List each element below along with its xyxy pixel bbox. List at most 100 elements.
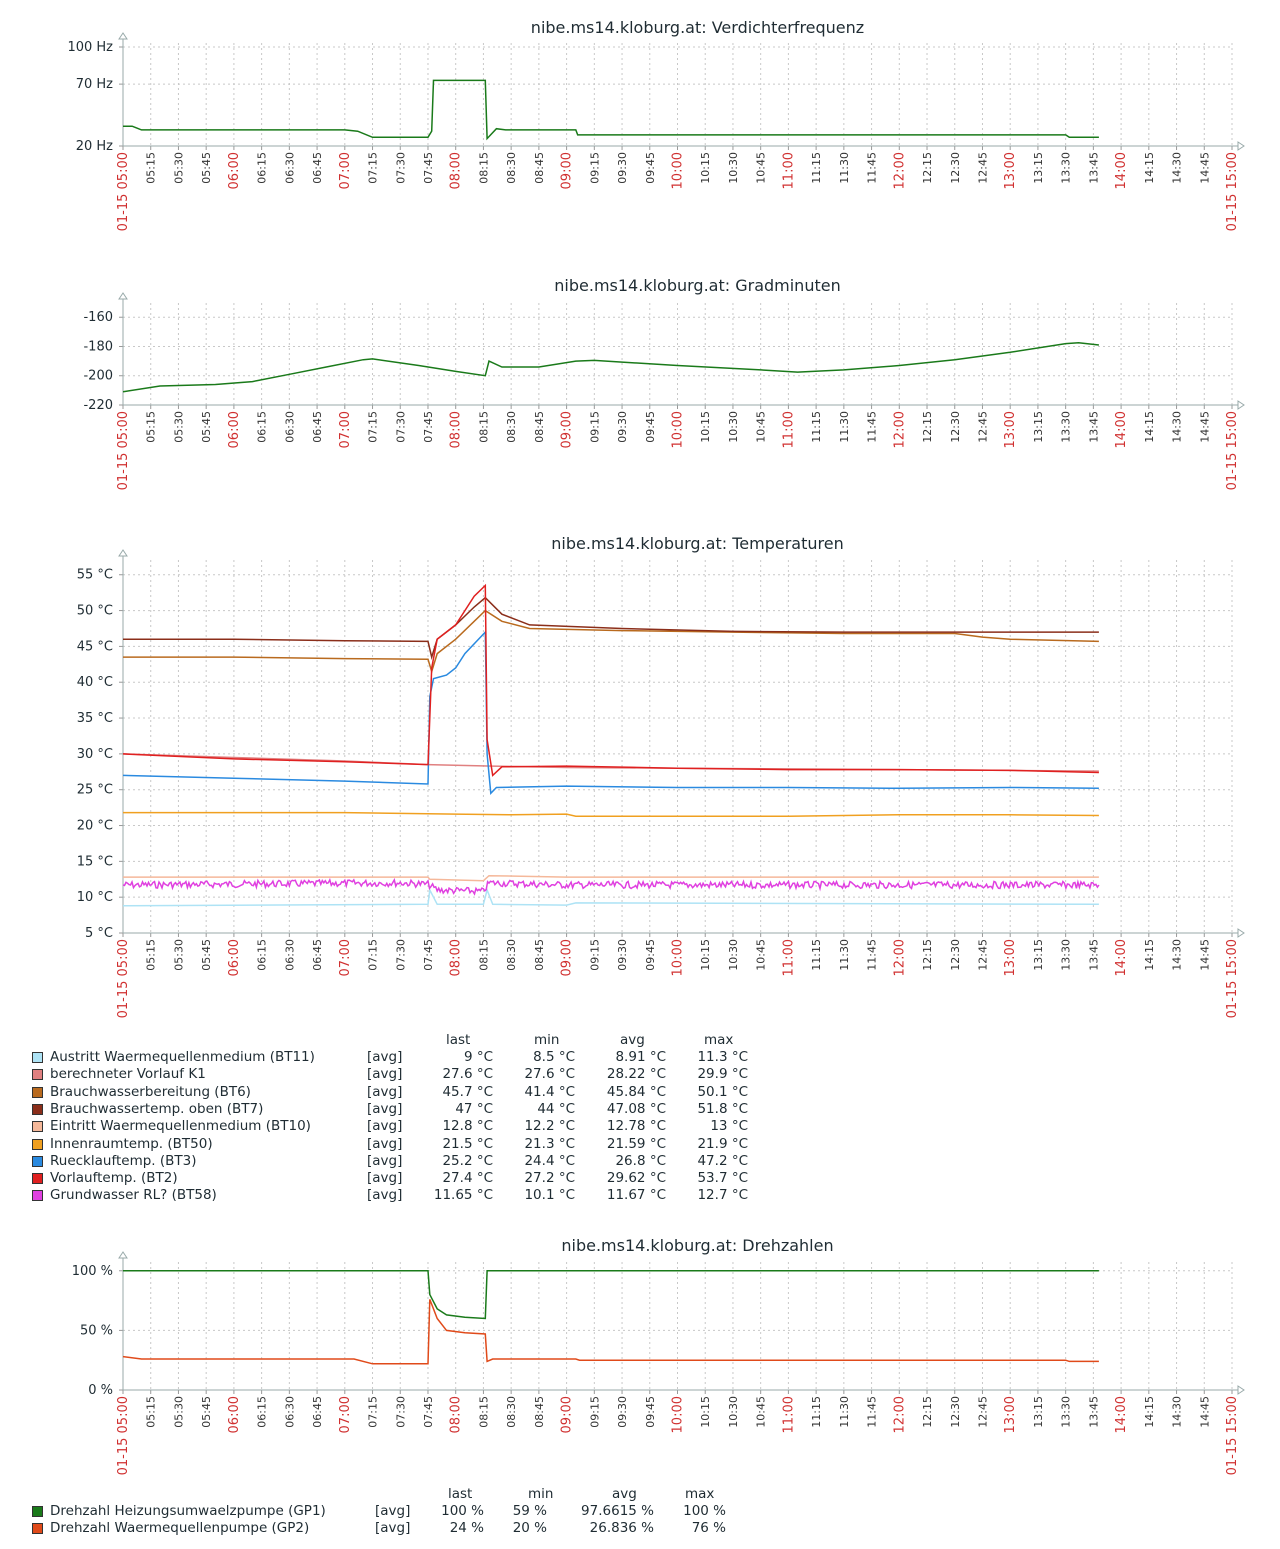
- x-tick-label: 08:15: [477, 939, 490, 971]
- legend-value-avg: 26.836 %: [589, 1520, 654, 1537]
- legend-value-avg: 29.62 °C: [606, 1170, 666, 1187]
- x-tick-label: 12:00: [892, 411, 907, 448]
- legend-value-last: 25.2 °C: [442, 1152, 493, 1169]
- legend-header-max: max: [704, 1032, 734, 1048]
- legend-value-last: 11.65 °C: [433, 1187, 493, 1204]
- legend-series-name: Brauchwassertemp. oben (BT7): [50, 1100, 264, 1117]
- x-tick-label: 11:45: [866, 939, 879, 971]
- x-tick-label: 10:00: [671, 152, 686, 189]
- series-line-5: [123, 874, 1099, 882]
- legend-swatch: [32, 1523, 43, 1535]
- legend-series-name: Austritt Waermequellenmedium (BT11): [50, 1049, 315, 1065]
- x-tick-label: 14:15: [1143, 411, 1156, 443]
- legend-value-max: 51.8 °C: [697, 1100, 748, 1117]
- x-tick-label: 13:00: [1003, 1396, 1018, 1433]
- x-tick-label: 14:00: [1114, 1396, 1129, 1433]
- legend-value-max: 76 %: [691, 1520, 726, 1537]
- legend-value-min: 20 %: [512, 1520, 547, 1537]
- y-tick-label: 45 °C: [77, 639, 113, 654]
- x-tick-label: 09:30: [616, 939, 629, 971]
- chart-3: nibe.ms14.kloburg.at: Temperaturen 01-15 …: [77, 534, 1245, 1018]
- x-tick-label: 12:45: [976, 1396, 989, 1428]
- legend-row: Drehzahl Heizungsumwaelzpumpe (GP1) [avg]…: [32, 1503, 772, 1520]
- x-tick-label: 05:30: [172, 1396, 185, 1428]
- x-tick-label: 06:45: [311, 152, 324, 184]
- y-tick-label: 35 °C: [77, 711, 113, 726]
- chart-4: nibe.ms14.kloburg.at: Drehzahlen 01-15 05…: [72, 1236, 1245, 1475]
- legend-swatch: [32, 1506, 43, 1517]
- y-tick-label: 20 Hz: [76, 139, 113, 154]
- legend-row: Vorlauftemp. (BT2) [avg] 27.4 °C 27.2 °C 29.…: [32, 1170, 772, 1187]
- legend-value-last: 12.8 °C: [442, 1118, 493, 1135]
- x-tick-label: 13:15: [1032, 939, 1045, 971]
- legend-value-avg: 26.8 °C: [615, 1152, 666, 1169]
- legend-func: [avg]: [367, 1187, 403, 1204]
- x-tick-label: 11:15: [810, 152, 823, 184]
- legend-drehzahlen: last min avg max Drehzahl Heizungsumwael…: [32, 1486, 772, 1546]
- legend-row: Grundwasser RL? (BT58) [avg] 11.65 °C 10.1 …: [32, 1187, 772, 1204]
- legend-value-min: 21.3 °C: [524, 1135, 575, 1152]
- y-axis-arrow: [118, 292, 128, 300]
- x-tick-label: 07:30: [394, 411, 407, 443]
- x-tick-label: 14:15: [1143, 152, 1156, 184]
- x-tick-label: 13:15: [1032, 411, 1045, 443]
- x-tick-label: 06:15: [256, 939, 269, 971]
- x-tick-label: 13:15: [1032, 1396, 1045, 1428]
- legend-header-last: last: [446, 1032, 471, 1048]
- x-tick-label: 11:15: [810, 411, 823, 443]
- x-tick-label: 09:45: [644, 411, 657, 443]
- y-tick-label: -200: [83, 369, 113, 384]
- x-tick-label: 07:45: [422, 1396, 435, 1428]
- legend-value-avg: 28.22 °C: [606, 1066, 666, 1083]
- x-tick-label: 08:15: [477, 411, 490, 443]
- x-tick-label: 09:30: [616, 152, 629, 184]
- x-tick-label: 10:00: [671, 411, 686, 448]
- y-tick-label: 30 °C: [77, 747, 113, 762]
- legend-swatch: [32, 1155, 43, 1167]
- legend-func: [avg]: [367, 1118, 403, 1135]
- x-tick-label: 07:15: [367, 411, 380, 443]
- legend-swatch: [32, 1086, 43, 1098]
- series-line-3: [123, 609, 1099, 675]
- legend-value-max: 47.2 °C: [697, 1152, 748, 1169]
- x-tick-label: 08:00: [449, 152, 464, 189]
- legend-series-name: Brauchwasserbereitung (BT6): [50, 1083, 251, 1100]
- x-tick-label: 09:45: [644, 152, 657, 184]
- y-tick-label: 100 Hz: [67, 40, 113, 55]
- x-tick-label: 11:15: [810, 1396, 823, 1428]
- x-tick-label: 01-15 15:00: [1225, 411, 1240, 490]
- x-tick-label: 01-15 15:00: [1225, 152, 1240, 231]
- x-tick-label: 10:45: [755, 1396, 768, 1428]
- legend-row: Austritt Waermequellenmedium (BT11) [avg]…: [32, 1049, 772, 1066]
- legend-value-min: 27.2 °C: [524, 1170, 575, 1187]
- x-tick-label: 08:45: [533, 152, 546, 184]
- y-tick-label: 15 °C: [77, 854, 113, 869]
- x-tick-label: 11:45: [866, 1396, 879, 1428]
- legend-value-max: 11.3 °C: [697, 1049, 748, 1065]
- legend-swatch: [32, 1190, 43, 1202]
- x-tick-label: 12:15: [921, 939, 934, 971]
- x-tick-label: 13:15: [1032, 152, 1045, 184]
- x-tick-label: 12:30: [949, 1396, 962, 1428]
- x-tick-label: 11:30: [838, 411, 851, 443]
- x-tick-label: 14:30: [1171, 152, 1184, 184]
- legend-value-min: 24.4 °C: [524, 1152, 575, 1169]
- x-tick-label: 14:45: [1198, 411, 1211, 443]
- x-tick-label: 12:45: [976, 939, 989, 971]
- legend-value-last: 9 °C: [463, 1049, 493, 1065]
- x-tick-label: 14:15: [1143, 1396, 1156, 1428]
- legend-func: [avg]: [367, 1135, 403, 1152]
- x-tick-label: 06:30: [283, 1396, 296, 1428]
- y-axis-arrow: [118, 549, 128, 557]
- x-tick-label: 09:15: [588, 152, 601, 184]
- legend-series-name: Innenraumtemp. (BT50): [50, 1135, 213, 1152]
- x-tick-label: 11:00: [781, 152, 796, 189]
- x-tick-label: 05:45: [200, 1396, 213, 1428]
- x-tick-label: 07:00: [338, 1396, 353, 1433]
- x-tick-label: 13:45: [1087, 152, 1100, 184]
- x-tick-label: 05:15: [145, 939, 158, 971]
- x-tick-label: 10:45: [755, 152, 768, 184]
- x-tick-label: 12:30: [949, 939, 962, 971]
- x-tick-label: 10:30: [727, 1396, 740, 1428]
- x-tick-label: 06:45: [311, 1396, 324, 1428]
